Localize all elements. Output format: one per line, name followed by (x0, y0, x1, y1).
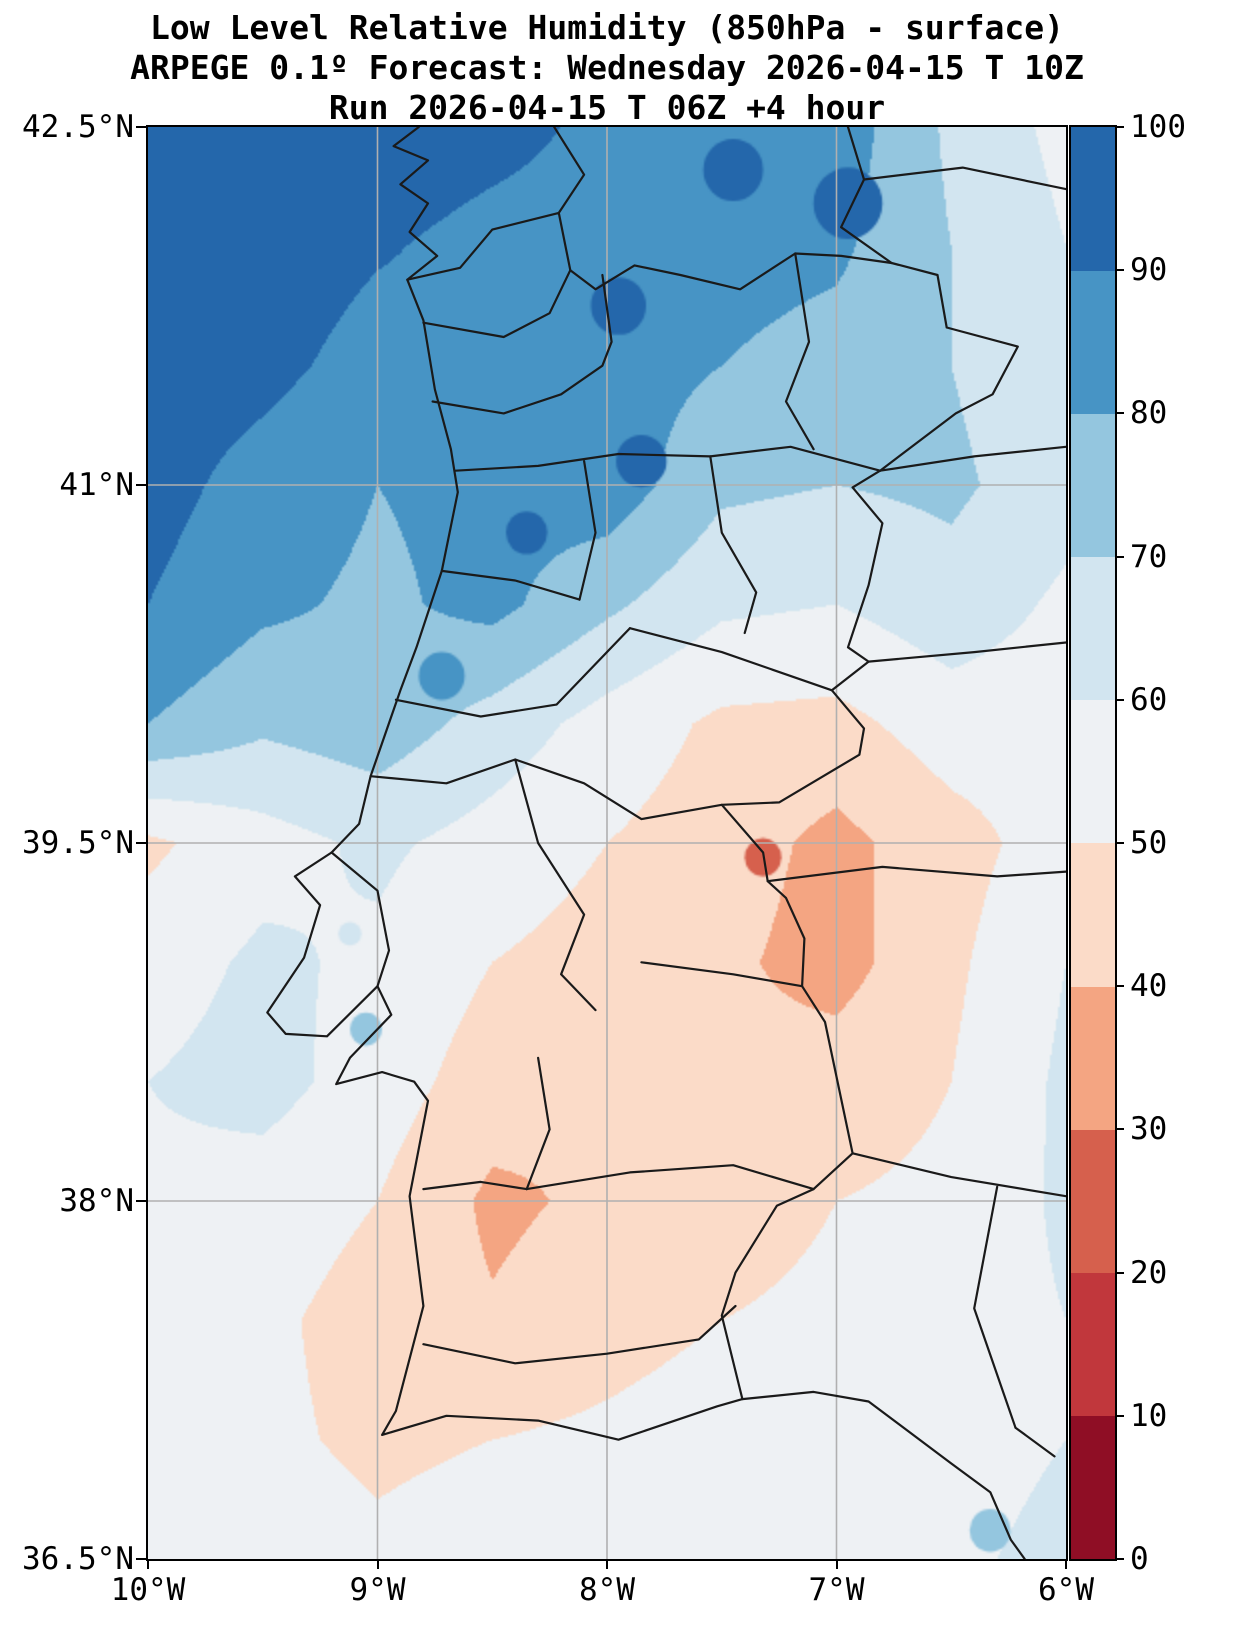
colorbar-tick-label: 100 (1130, 109, 1186, 145)
admin-boundary (784, 252, 815, 451)
y-tick-mark (136, 842, 146, 844)
colorbar-segment-10-20 (1071, 1272, 1115, 1417)
y-tick-label: 42.5°N (22, 109, 134, 145)
colorbar-tick-mark (1115, 412, 1124, 415)
admin-boundary (440, 569, 581, 601)
title-line-3: Run 2026-04-15 T 06Z +4 hour (328, 88, 886, 127)
admin-boundary (851, 1152, 1066, 1198)
admin-boundary (766, 865, 1066, 883)
y-tick-mark (136, 126, 146, 128)
coastline (266, 127, 1026, 1559)
colorbar-segment-40-50 (1071, 843, 1115, 987)
admin-boundary (840, 127, 893, 265)
colorbar-segment-90-100 (1071, 127, 1115, 271)
colorbar-tick-label: 10 (1130, 1397, 1168, 1434)
admin-boundary (862, 166, 1066, 191)
x-tick-label: 9°W (349, 1572, 406, 1608)
colorbar-tick-mark (1115, 555, 1124, 558)
y-tick-label: 36.5°N (22, 1541, 134, 1577)
figure-title-block: Low Level Relative Humidity (850hPa - su… (0, 8, 1214, 128)
colorbar-tick-mark (1115, 269, 1124, 272)
colorbar-tick-label: 20 (1130, 1254, 1168, 1291)
y-tick-label: 39.5°N (22, 825, 134, 861)
admin-boundary (330, 851, 391, 988)
colorbar-tick-mark (1115, 985, 1124, 988)
admin-boundary (422, 269, 572, 339)
admin-boundary (640, 961, 804, 988)
y-tick-label: 41°N (59, 467, 134, 503)
colorbar-tick-label: 90 (1130, 252, 1168, 289)
admin-boundary (422, 1304, 737, 1365)
y-tick-mark (136, 484, 146, 486)
colorbar-segment-50-60 (1071, 699, 1115, 844)
colorbar-segment-80-90 (1071, 270, 1115, 414)
colorbar-segment-70-80 (1071, 413, 1115, 558)
admin-boundary (709, 455, 758, 635)
colorbar-segment-30-40 (1071, 986, 1115, 1130)
x-tick-mark (147, 1559, 149, 1569)
x-tick-label: 8°W (579, 1572, 635, 1608)
colorbar-segment-0-10 (1071, 1415, 1115, 1560)
x-tick-mark (835, 1559, 838, 1569)
colorbar-segment-20-30 (1071, 1129, 1115, 1274)
y-tick-mark (136, 1558, 146, 1560)
colorbar-tick-label: 80 (1130, 395, 1168, 432)
admin-boundary (431, 273, 613, 415)
admin-boundary (525, 1164, 815, 1191)
colorbar-tick-label: 0 (1130, 1541, 1149, 1577)
x-tick-mark (376, 1559, 379, 1569)
admin-boundary (525, 1056, 551, 1191)
admin-boundary (394, 627, 631, 718)
colorbar-tick-mark (1115, 1414, 1124, 1417)
x-tick-label: 6°W (1038, 1572, 1094, 1608)
title-line-2: ARPEGE 0.1º Forecast: Wednesday 2026-04-… (130, 48, 1084, 87)
colorbar-tick-mark (1115, 126, 1124, 128)
admin-boundary (867, 641, 1066, 663)
x-tick-mark (606, 1559, 608, 1569)
y-tick-label: 38°N (59, 1183, 134, 1219)
admin-boundary (879, 445, 1066, 472)
colorbar-tick-label: 50 (1130, 825, 1168, 861)
admin-boundary (973, 1185, 1017, 1429)
admin-boundary (578, 460, 597, 601)
x-tick-label: 7°W (808, 1572, 865, 1608)
x-tick-mark (1065, 1559, 1067, 1569)
colorbar-tick-label: 30 (1130, 1111, 1168, 1148)
map-plot-area (146, 125, 1068, 1561)
colorbar-tick-label: 60 (1130, 681, 1168, 718)
map-overlay-svg (148, 127, 1066, 1559)
admin-boundary (628, 627, 833, 692)
admin-boundary (369, 758, 723, 821)
colorbar-tick-mark (1115, 1128, 1124, 1131)
title-line-1: Low Level Relative Humidity (850hPa - su… (150, 8, 1064, 47)
admin-boundary (1014, 1426, 1056, 1458)
country-border (406, 211, 1019, 1401)
colorbar-tick-mark (1115, 1271, 1124, 1274)
y-tick-mark (136, 1200, 146, 1202)
colorbar (1069, 125, 1117, 1561)
admin-boundary (422, 1180, 528, 1191)
admin-boundary (553, 127, 586, 214)
colorbar-tick-mark (1115, 698, 1124, 701)
admin-boundary (514, 758, 597, 1012)
admin-boundary (454, 445, 882, 472)
colorbar-tick-label: 40 (1130, 968, 1168, 1005)
x-tick-label: 10°W (110, 1572, 186, 1608)
colorbar-tick-mark (1115, 842, 1124, 844)
colorbar-segment-60-70 (1071, 556, 1115, 701)
colorbar-tick-label: 70 (1130, 538, 1168, 575)
colorbar-tick-mark (1115, 1558, 1124, 1560)
